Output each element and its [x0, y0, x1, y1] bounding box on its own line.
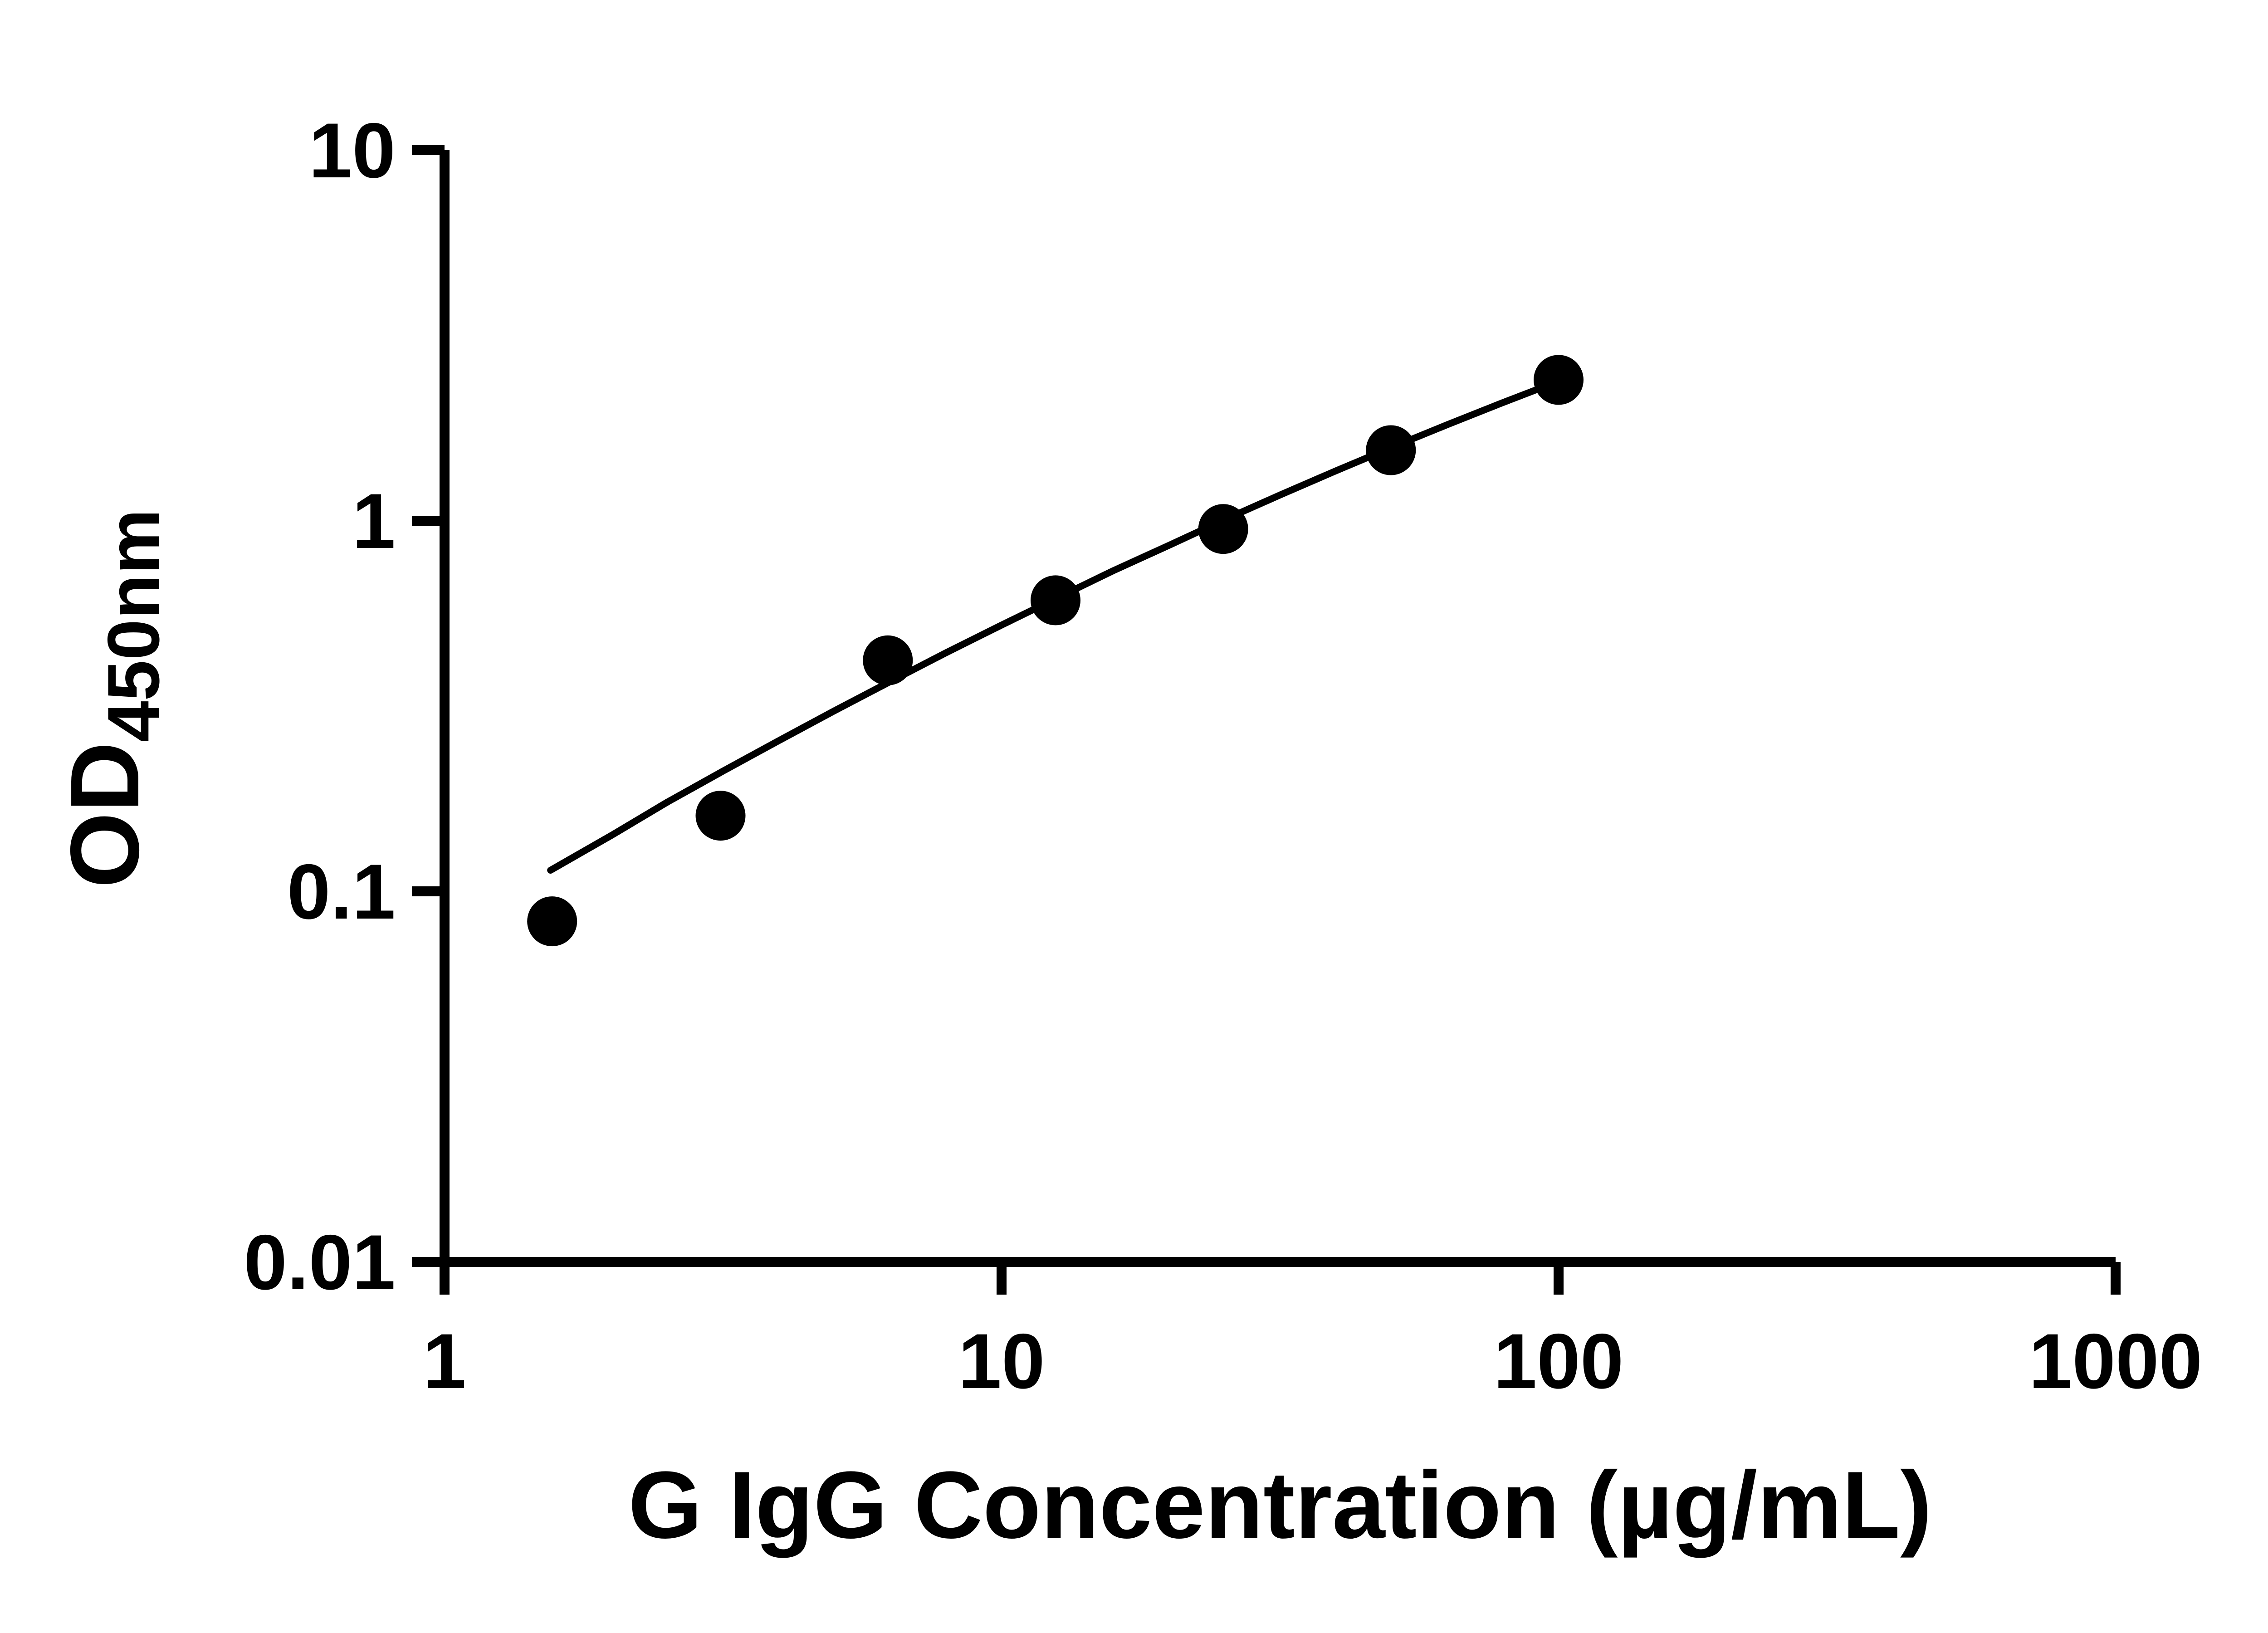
y-tick-label: 0.01	[244, 1219, 396, 1306]
data-point	[1031, 575, 1080, 626]
y-axis-title: OD450nm	[50, 509, 175, 888]
data-point	[1534, 355, 1584, 405]
data-point	[1366, 425, 1416, 475]
data-point	[527, 896, 577, 947]
x-axis-title: G IgG Concentration (µg/mL)	[628, 1452, 1932, 1558]
y-axis-title-subscript: 450nm	[93, 509, 175, 742]
y-tick-label: 10	[309, 107, 396, 194]
y-tick-label: 0.1	[287, 848, 396, 935]
x-tick-label: 10	[958, 1318, 1045, 1405]
y-tick-label: 1	[352, 478, 396, 565]
axis-frame	[440, 150, 2116, 1267]
x-tick-label: 1	[423, 1318, 466, 1405]
data-point	[1198, 504, 1248, 554]
data-point	[695, 791, 746, 841]
x-tick-label: 1000	[2029, 1318, 2203, 1405]
y-axis-title-main: OD	[50, 742, 159, 888]
x-tick-label: 100	[1494, 1318, 1624, 1405]
data-point	[863, 635, 913, 685]
